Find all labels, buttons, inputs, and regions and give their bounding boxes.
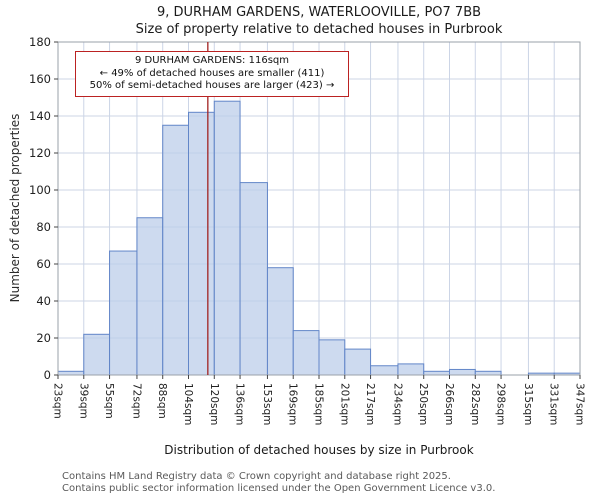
x-tick-label: 88sqm [156,383,168,419]
y-tick-label: 180 [29,35,51,49]
histogram-bar [318,339,346,376]
histogram-bar [213,100,241,376]
histogram-bar [136,217,164,376]
y-tick-label: 40 [36,294,51,308]
x-tick-label: 120sqm [208,383,220,425]
y-tick-label: 60 [36,257,51,271]
y-tick-label: 160 [29,72,51,86]
footer-line-2: Contains public sector information licen… [62,482,496,494]
histogram-bar [449,368,476,376]
x-tick-label: 201sqm [338,383,350,425]
annotation-line-1: 9 DURHAM GARDENS: 116sqm [135,55,289,66]
x-tick-label: 23sqm [52,383,64,419]
annotation-line-3: 50% of semi-detached houses are larger (… [89,80,335,91]
x-tick-label: 250sqm [417,383,429,425]
y-tick-label: 100 [29,183,51,197]
x-tick-label: 153sqm [261,383,273,425]
x-tick-label: 298sqm [495,383,507,425]
histogram-bar [474,370,502,376]
x-tick-label: 217sqm [364,383,376,425]
y-tick-label: 140 [29,109,51,123]
histogram-bar [344,348,372,376]
histogram-bar [266,267,294,376]
histogram-bar [57,370,85,376]
histogram-bar [423,370,451,376]
y-tick-label: 120 [29,146,51,160]
x-tick-label: 315sqm [522,383,534,425]
y-tick-label: 0 [44,368,51,382]
marker-annotation-box: 9 DURHAM GARDENS: 116sqm ← 49% of detach… [75,51,349,97]
x-tick-label: 104sqm [182,383,194,425]
chart-title: 9, DURHAM GARDENS, WATERLOOVILLE, PO7 7B… [156,5,482,20]
histogram-bar [292,330,320,376]
histogram-bar [162,124,190,376]
x-tick-label: 331sqm [548,383,560,425]
x-tick-label: 185sqm [313,383,325,425]
y-tick-label: 80 [36,220,51,234]
x-tick-label: 55sqm [103,383,115,419]
chart-subtitle: Size of property relative to detached ho… [135,22,503,37]
histogram-bar [188,111,215,376]
x-tick-label: 266sqm [443,383,455,425]
histogram-bar [109,250,138,376]
x-tick-label: 169sqm [287,383,299,425]
histogram-bar [370,365,399,376]
y-axis-label: Number of detached properties [8,113,22,303]
x-tick-label: 136sqm [234,383,246,425]
histogram-bar [239,182,268,376]
x-tick-label: 347sqm [574,383,586,425]
x-tick-label: 72sqm [130,383,142,419]
attribution-footer: Contains HM Land Registry data © Crown c… [62,471,495,494]
histogram-bar [397,363,425,376]
annotation-line-2: ← 49% of detached houses are smaller (41… [99,67,325,79]
x-tick-label: 282sqm [469,383,481,425]
footer-line-1: Contains HM Land Registry data © Crown c… [62,471,451,482]
x-tick-label: 234sqm [391,383,403,425]
y-tick-label: 20 [36,331,51,345]
x-tick-label: 39sqm [77,383,89,419]
histogram-bar [83,333,111,376]
x-axis-label: Distribution of detached houses by size … [164,443,474,457]
